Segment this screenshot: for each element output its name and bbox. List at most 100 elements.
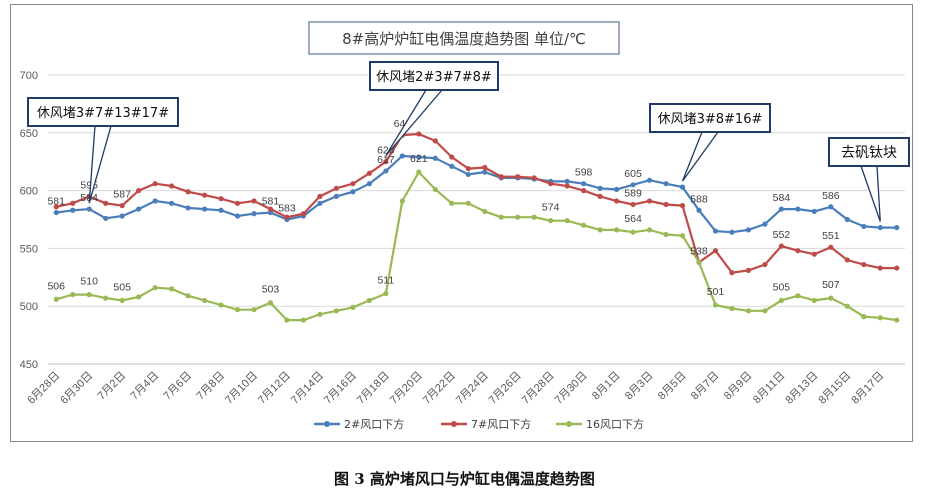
x-tick-label: 6月30日 <box>58 370 95 407</box>
series-1-point <box>218 196 224 202</box>
series-line-1 <box>55 132 897 274</box>
series-1-point <box>333 185 340 191</box>
x-tick-label: 7月22日 <box>421 370 458 407</box>
series-0-point <box>712 228 719 234</box>
series-0-point <box>811 208 817 215</box>
series-1-point <box>284 214 290 220</box>
series-1-point <box>762 261 768 268</box>
annotation-pointer <box>860 165 881 222</box>
series-0-point <box>399 153 405 159</box>
series-1-point <box>416 131 422 137</box>
y-tick-label: 500 <box>20 301 38 313</box>
series-1-point <box>729 270 735 276</box>
series-2-point <box>251 307 257 313</box>
legend-label: 16风口下方 <box>586 417 644 431</box>
series-2-point <box>679 233 686 239</box>
series-2-point <box>548 218 554 224</box>
series-0-point <box>828 204 834 210</box>
series-2-point <box>317 311 323 317</box>
series-0-point <box>86 206 92 212</box>
series-2-point <box>597 227 603 233</box>
series-0-point <box>613 186 620 193</box>
series-1-point <box>152 181 158 187</box>
x-tick-label: 7月26日 <box>487 370 524 407</box>
data-label: 605 <box>624 168 642 180</box>
series-0-point <box>201 206 208 212</box>
series-2-point <box>333 308 340 314</box>
legend-marker-0 <box>324 421 330 427</box>
series-1-point <box>136 188 142 194</box>
annotation-box <box>828 137 910 167</box>
x-tick-label: 7月14日 <box>289 370 326 407</box>
legend-marker-2 <box>566 421 572 427</box>
figure-caption: 图 3 高炉堵风口与炉缸电偶温度趋势图 <box>334 470 595 488</box>
x-tick-label: 7月16日 <box>322 370 359 407</box>
series-2-point <box>185 293 191 299</box>
y-tick-label: 600 <box>20 186 38 198</box>
series-line-2 <box>55 171 897 322</box>
data-label: 621 <box>410 153 428 165</box>
series-2-point <box>729 305 735 312</box>
series-1-point <box>317 193 323 199</box>
data-label: 503 <box>262 284 280 296</box>
legend-label: 7#风口下方 <box>471 417 531 431</box>
x-tick-label: 7月30日 <box>553 370 590 407</box>
series-0-point <box>449 163 455 169</box>
x-tick-label: 7月2日 <box>96 370 129 403</box>
series-0-point <box>861 223 867 230</box>
series-0-point <box>218 207 224 213</box>
series-1-point <box>531 175 537 181</box>
series-1-point <box>581 188 587 194</box>
series-1-point <box>350 181 356 187</box>
series-2-point <box>894 317 900 323</box>
x-tick-label: 6月28日 <box>25 370 62 407</box>
x-tick-label: 8月11日 <box>751 370 787 406</box>
series-2-point <box>201 297 208 304</box>
series-1-point <box>432 138 438 144</box>
data-label: 588 <box>690 193 708 205</box>
series-2-point <box>515 214 521 220</box>
annotation-label: 休风堵2#3#7#8# <box>376 70 492 85</box>
series-1-point <box>169 183 175 189</box>
legend-marker-1 <box>451 421 457 427</box>
series-2-point <box>218 302 224 308</box>
data-label: 589 <box>624 187 642 199</box>
x-tick-label: 7月4日 <box>129 370 162 403</box>
x-tick-label: 8月3日 <box>623 370 656 403</box>
annotation-pointer <box>681 131 719 182</box>
series-1-point <box>646 198 653 204</box>
series-2-point <box>267 300 274 306</box>
series-0-point <box>465 171 471 178</box>
legend-label: 2#风口下方 <box>344 417 404 431</box>
data-label: 584 <box>773 192 791 204</box>
annotation-box <box>369 61 499 91</box>
annotation-label: 去矾钛块 <box>841 145 897 161</box>
series-0-point <box>383 168 389 174</box>
series-2-point <box>465 200 471 206</box>
series-2-point <box>811 297 817 304</box>
series-0-point <box>70 207 76 213</box>
series-2-point <box>366 297 372 304</box>
series-1-point <box>383 159 389 165</box>
data-label: 501 <box>707 286 725 298</box>
series-2-point <box>646 227 653 233</box>
series-1-point <box>119 203 125 209</box>
series-1-point <box>465 166 471 172</box>
series-1-point <box>745 267 752 273</box>
data-label: 510 <box>80 276 98 288</box>
series-1-point <box>449 154 455 160</box>
series-0-point <box>317 200 323 206</box>
x-tick-label: 7月6日 <box>162 370 195 403</box>
series-2-point <box>778 297 784 304</box>
series-0-point <box>432 155 438 161</box>
series-0-point <box>663 181 669 187</box>
series-line-0 <box>56 154 897 234</box>
series-2-point <box>844 303 850 309</box>
x-tick-label: 8月17日 <box>849 370 886 407</box>
series-2-point <box>350 304 356 310</box>
series-1-point <box>679 203 686 209</box>
series-1-point <box>894 265 900 271</box>
data-label: 581 <box>262 196 280 208</box>
data-label: 617 <box>377 154 395 166</box>
series-0-point <box>894 224 900 231</box>
